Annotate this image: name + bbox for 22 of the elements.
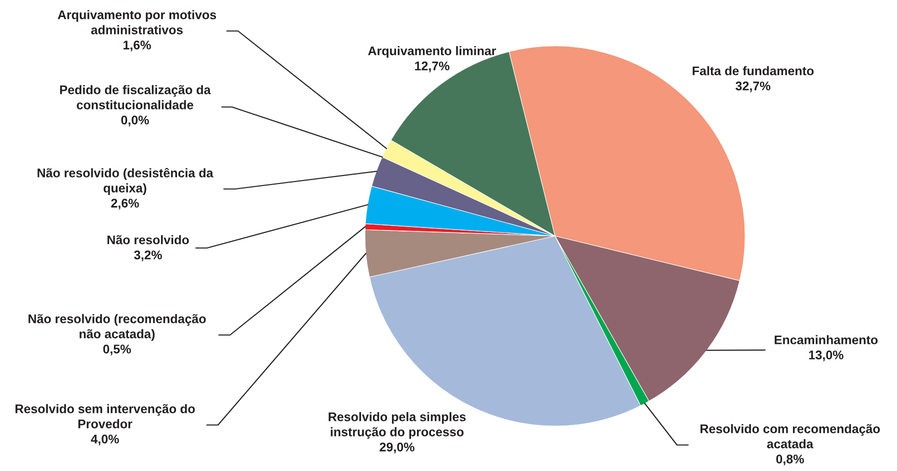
data-label: 13,0% — [809, 350, 844, 362]
slice-label: Arquivamento liminar — [368, 46, 496, 58]
slice-label: Resolvido sem intervenção do Provedor — [16, 404, 195, 428]
slice-label: Resolvido com recomendação acatada — [700, 424, 880, 448]
slice-label: Não resolvido (desistência da queixa) — [38, 168, 214, 195]
data-label: 3,2% — [134, 250, 162, 262]
slice-label: Resolvido pela simples instrução do processo — [328, 412, 466, 439]
slice-label: Não resolvido — [108, 235, 189, 244]
data-label: 2,6% — [111, 198, 139, 210]
slice-label: Falta de fundamento — [692, 66, 814, 76]
data-label: 1,6% — [124, 40, 151, 52]
slice-label: Arquivamento por motivos administrativos — [58, 10, 216, 34]
data-label: 12,7% — [415, 62, 450, 72]
data-label: 4,0% — [90, 434, 119, 446]
data-label: 0,5% — [103, 344, 131, 356]
category-label: Pedido de fiscalização da constitucionalidade — [60, 85, 211, 110]
data-label: 29,0% — [380, 442, 414, 454]
text: 0,0% — [121, 116, 149, 126]
slice-label: Não resolvido (recomendação não acatada) — [28, 314, 206, 341]
slice-label: Encaminhamento — [774, 335, 878, 344]
data-label: 0,8% — [776, 454, 804, 466]
data-label: 32,7% — [736, 82, 770, 92]
